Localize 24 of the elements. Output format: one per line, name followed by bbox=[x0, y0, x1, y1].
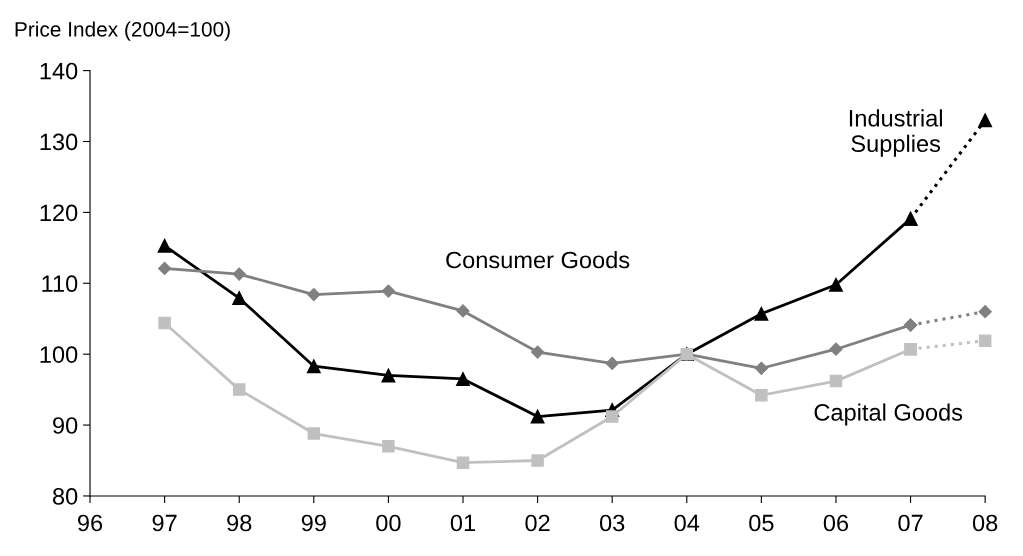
x-tick-label: 99 bbox=[301, 514, 326, 532]
series-label: Capital Goods bbox=[814, 403, 963, 426]
text: Industrial Supplies bbox=[849, 109, 942, 157]
y-tick-label: 100 bbox=[40, 346, 78, 363]
x-tick-label: 01 bbox=[450, 514, 475, 532]
y-tick-label: 120 bbox=[40, 204, 78, 222]
x-tick-label: 06 bbox=[823, 514, 849, 532]
y-tick-label: 140 bbox=[40, 62, 78, 80]
x-tick-label: 05 bbox=[749, 514, 774, 532]
x-tick-label: 02 bbox=[525, 514, 550, 532]
x-tick-label: 07 bbox=[898, 514, 923, 532]
x-tick-label: 03 bbox=[599, 514, 625, 532]
y-tick-label: 80 bbox=[52, 488, 78, 505]
x-tick-label: 96 bbox=[78, 514, 103, 532]
x-tick-label: 04 bbox=[674, 514, 700, 532]
x-tick-label: 08 bbox=[972, 514, 998, 532]
x-tick-label: 98 bbox=[227, 514, 252, 532]
x-tick-label: 97 bbox=[152, 514, 177, 532]
y-tick-label: 90 bbox=[53, 417, 78, 434]
y-axis-title: Price Index (2004=100) bbox=[15, 21, 230, 41]
y-tick-label: 110 bbox=[42, 275, 78, 293]
x-tick-label: 00 bbox=[376, 514, 401, 532]
series-label: Consumer Goods bbox=[446, 251, 630, 269]
y-tick-label: 130 bbox=[40, 133, 78, 151]
